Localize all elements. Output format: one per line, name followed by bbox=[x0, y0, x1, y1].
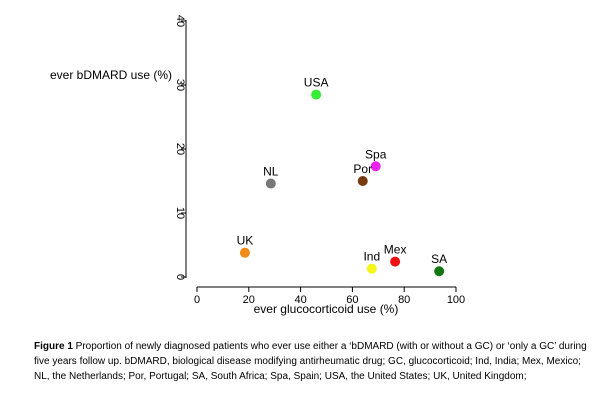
point-label-usa: USA bbox=[304, 76, 329, 90]
x-axis-label: ever glucocorticoid use (%) bbox=[254, 302, 399, 316]
x-tick-label: 80 bbox=[398, 294, 410, 306]
y-tick-label: 40 bbox=[174, 15, 186, 27]
data-point-por bbox=[357, 176, 368, 186]
y-tick-label: 10 bbox=[174, 207, 186, 219]
x-tick-label: 0 bbox=[194, 294, 200, 306]
scatter-chart: 0 10 20 30 40 0 20 40 60 80 100 ever bDMARD use (… bbox=[50, 15, 465, 316]
x-axis-ticks: 0 20 40 60 80 100 bbox=[194, 287, 465, 306]
caption-text: Proportion of newly diagnosed patients w… bbox=[34, 341, 587, 382]
data-point-spa bbox=[370, 161, 381, 172]
x-tick-label: 100 bbox=[447, 294, 465, 306]
data-point-usa bbox=[311, 89, 322, 100]
point-label-nl: NL bbox=[263, 165, 279, 179]
data-point-uk bbox=[239, 247, 250, 258]
data-point-ind bbox=[366, 263, 377, 274]
y-axis-ticks: 0 10 20 30 40 bbox=[174, 15, 186, 280]
y-tick-label: 20 bbox=[174, 143, 186, 155]
x-tick-label: 20 bbox=[243, 294, 255, 306]
point-label-ind: Ind bbox=[363, 250, 380, 264]
y-tick-label: 30 bbox=[174, 79, 186, 91]
y-tick-label: 0 bbox=[174, 274, 186, 280]
point-label-por: Por bbox=[353, 162, 372, 176]
y-axis-label: ever bDMARD use (%) bbox=[50, 68, 172, 82]
data-point-mex bbox=[390, 256, 401, 267]
x-tick-label: 40 bbox=[294, 294, 306, 306]
x-tick-label: 60 bbox=[346, 294, 358, 306]
figure-caption: Figure 1 Proportion of newly diagnosed p… bbox=[34, 339, 594, 384]
point-label-mex: Mex bbox=[384, 243, 407, 257]
point-label-uk: UK bbox=[237, 234, 254, 248]
caption-figure-number: Figure 1 bbox=[34, 341, 73, 352]
data-point-nl bbox=[265, 178, 276, 189]
point-label-sa: SA bbox=[431, 252, 447, 266]
point-label-spa: Spa bbox=[365, 147, 387, 161]
data-point-sa bbox=[434, 266, 445, 277]
